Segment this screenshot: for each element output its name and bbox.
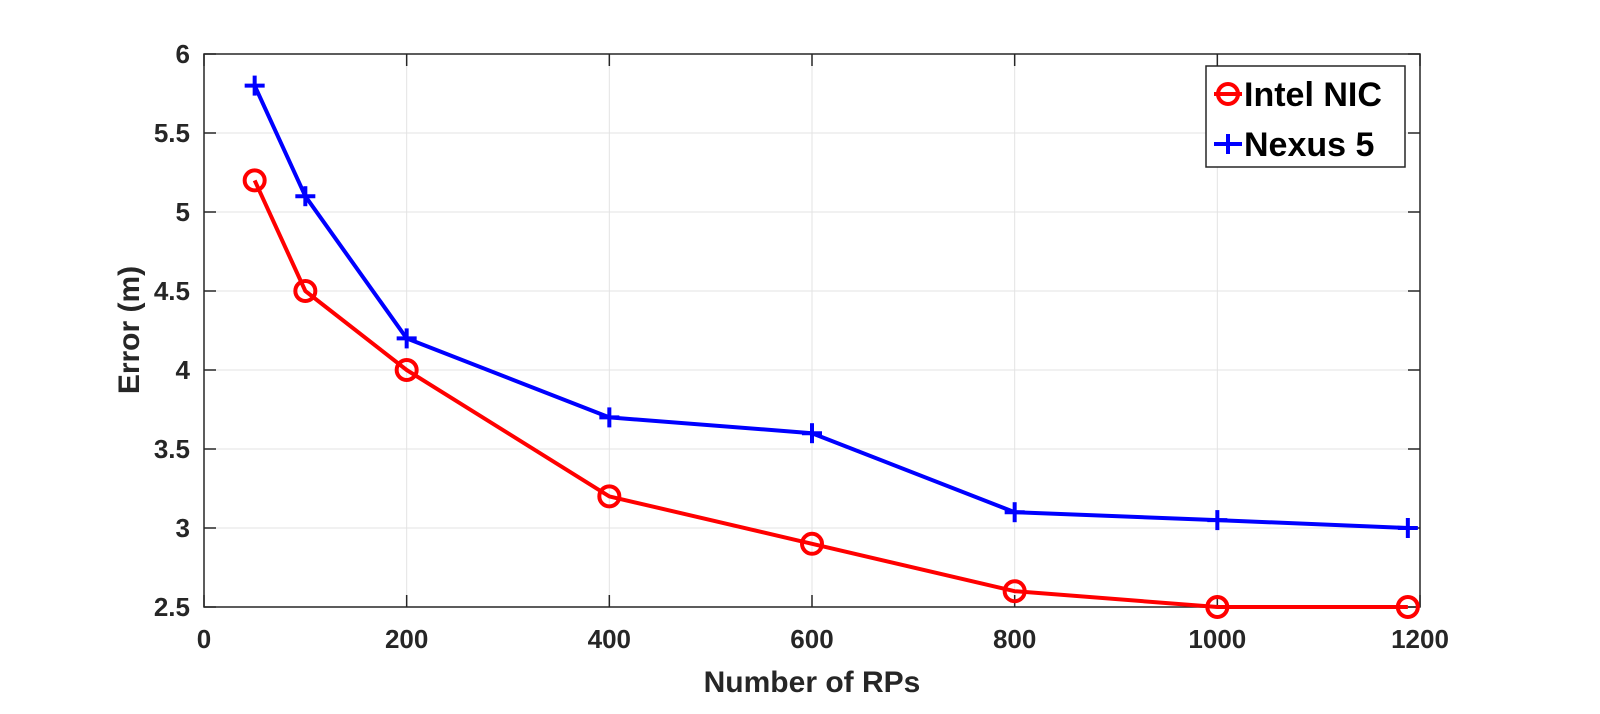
y-tick-label: 4.5 (154, 276, 190, 306)
axis-ticks: 0 200 400 600 800 1000 1200 2.5 3 3.5 4 4.5 5 5.5 6 (154, 39, 1449, 654)
data-point-nexus-5 (1207, 510, 1228, 531)
x-tick-label: 1200 (1391, 624, 1449, 654)
data-point-intel-nic (1395, 595, 1420, 619)
x-tick-label: 200 (385, 624, 428, 654)
series-layer (242, 75, 1420, 619)
series-line-intel-nic (252, 179, 1408, 609)
data-point-nexus-5 (1397, 518, 1418, 538)
y-tick-label: 5.5 (154, 118, 190, 148)
x-tick-label: 800 (993, 624, 1036, 654)
x-tick-label: 1000 (1188, 624, 1246, 654)
data-point-nexus-5 (295, 186, 316, 207)
data-point-intel-nic (800, 531, 824, 556)
data-point-intel-nic (1205, 595, 1230, 619)
x-tick-label: 0 (197, 624, 211, 654)
data-point-intel-nic (293, 279, 318, 303)
y-tick-label: 2.5 (154, 592, 190, 622)
legend-label-nexus-5: Nexus 5 (1244, 126, 1374, 164)
y-tick-label: 6 (176, 39, 190, 69)
x-axis-label: Number of RPs (704, 666, 921, 699)
x-tick-label: 600 (790, 624, 833, 654)
data-point-nexus-5 (396, 328, 417, 349)
y-tick-label: 4 (176, 355, 191, 385)
y-tick-label: 5 (176, 197, 190, 227)
y-tick-label: 3.5 (154, 434, 190, 464)
legend-box (1205, 65, 1406, 168)
legend-marker-intel-nic (1216, 82, 1240, 106)
y-axis-label: Error (m) (113, 266, 146, 394)
series-nexus-5 (244, 75, 1418, 538)
series-line-nexus-5 (252, 84, 1408, 530)
data-point-intel-nic (242, 168, 267, 193)
legend-label-intel-nic: Intel NIC (1244, 76, 1382, 114)
data-point-nexus-5 (599, 407, 620, 428)
data-point-intel-nic (1002, 579, 1027, 604)
series-intel-nic (242, 168, 1420, 619)
legend: Intel NIC Nexus 5 (1205, 65, 1406, 168)
data-point-intel-nic (394, 358, 419, 382)
y-tick-label: 3 (176, 513, 190, 543)
legend-marker-nexus-5 (1218, 134, 1238, 154)
data-point-nexus-5 (1004, 502, 1025, 523)
data-point-intel-nic (597, 484, 622, 509)
data-point-nexus-5 (802, 423, 822, 444)
x-tick-label: 400 (588, 624, 631, 654)
data-point-nexus-5 (244, 75, 265, 96)
